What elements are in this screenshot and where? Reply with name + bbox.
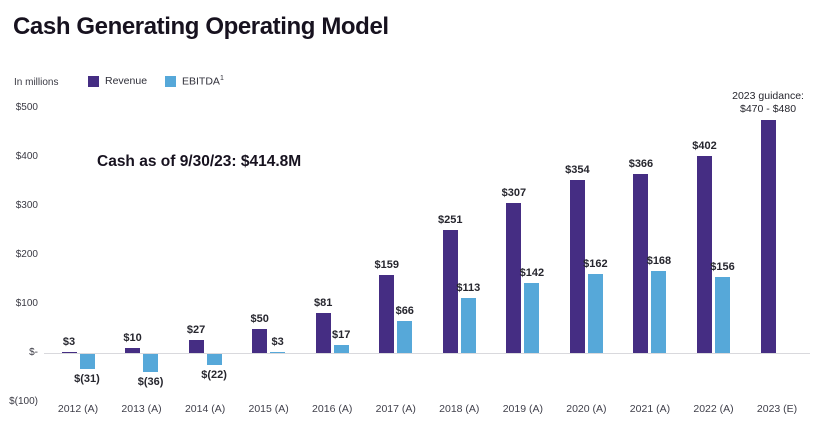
bar-value-label: $251 [438, 214, 463, 226]
ebitda-bar [715, 276, 730, 353]
x-axis-label: 2013 (A) [121, 403, 162, 415]
revenue-bar [760, 120, 776, 353]
ebitda-footnote-marker: 1 [219, 75, 224, 82]
y-tick-label: $- [29, 347, 38, 358]
x-axis-label: 2023 (E) [756, 403, 798, 415]
x-axis-label: 2016 (A) [312, 403, 353, 415]
ebitda-bar [397, 320, 413, 353]
bar-value-label: $66 [395, 304, 414, 317]
ebitda-bar [143, 354, 159, 372]
revenue-bar [315, 313, 331, 353]
bar-value-label: $354 [565, 163, 590, 176]
bar-value-label: $81 [314, 297, 333, 310]
bar-value-label: $27 [186, 323, 206, 336]
y-tick-label: $400 [15, 151, 38, 162]
bar-value-label: $3 [271, 335, 284, 348]
bar-value-label: $(22) [201, 368, 227, 381]
revenue-bar [379, 275, 395, 353]
x-axis-label: 2014 (A) [184, 403, 226, 415]
ebitda-bar [270, 351, 286, 354]
x-axis-label: 2012 (A) [57, 403, 99, 415]
bar-value-label: $(31) [74, 373, 100, 386]
legend-label-ebitda: EBITDA1 [182, 75, 224, 88]
bar-value-label: $17 [332, 328, 351, 341]
cash-annotation: Cash as of 9/30/23: $414.8M [97, 153, 302, 170]
ebitda-bar [524, 283, 540, 353]
revenue-bar [569, 179, 585, 353]
bar-value-label: $3 [62, 335, 76, 348]
x-axis-label: 2019 (A) [502, 403, 543, 415]
x-axis-label: 2017 (A) [375, 403, 416, 415]
revenue-swatch-icon [88, 75, 99, 87]
ebitda-bar [587, 273, 603, 353]
legend-label-revenue: Revenue [105, 75, 148, 87]
y-tick-label: $300 [15, 200, 38, 211]
bar-value-label: $156 [710, 260, 735, 273]
revenue-bar [125, 348, 141, 353]
bar-value-label: $366 [628, 157, 654, 170]
y-tick-label: $100 [15, 298, 38, 309]
revenue-bar [697, 156, 712, 353]
bar-value-label: $(36) [137, 375, 164, 388]
x-axis-label: 2020 (A) [566, 403, 607, 415]
bar-value-label: $162 [583, 257, 608, 270]
revenue-bar [61, 351, 77, 354]
ebitda-bar [79, 354, 95, 370]
ebitda-bar [333, 344, 349, 353]
page-title: Cash Generating Operating Model [13, 13, 389, 40]
revenue-bar [506, 202, 522, 353]
bar-value-label: $10 [123, 332, 142, 345]
ebitda-bar [206, 354, 222, 365]
ebitda-swatch-icon [165, 75, 176, 87]
revenue-bar [442, 230, 458, 353]
zero-axis-line [44, 353, 810, 354]
ebitda-bar [651, 270, 667, 353]
x-axis-label: 2022 (A) [693, 403, 734, 415]
guidance-line1: 2023 guidance: [732, 90, 804, 103]
bar-value-label: $402 [692, 140, 717, 153]
legend-item-ebitda: EBITDA1 [165, 75, 224, 88]
revenue-bar [252, 328, 268, 353]
y-tick-label: $(100) [9, 396, 38, 407]
bar-value-label: $307 [501, 186, 527, 199]
y-tick-label: $500 [15, 102, 38, 113]
x-axis-label: 2018 (A) [439, 403, 480, 415]
guidance-line2: $470 - $480 [740, 103, 797, 116]
bar-value-label: $142 [519, 267, 545, 280]
bar-value-label: $168 [646, 254, 672, 267]
x-axis-label: 2015 (A) [248, 403, 289, 415]
y-tick-label: $200 [15, 249, 38, 260]
legend-item-revenue: Revenue [88, 75, 147, 87]
bar-value-label: $159 [374, 259, 399, 272]
bar-value-label: $50 [250, 312, 269, 325]
ebitda-bar [460, 297, 476, 353]
bar-value-label: $113 [456, 281, 481, 294]
x-axis-label: 2021 (A) [629, 403, 671, 415]
units-label: In millions [14, 77, 59, 88]
revenue-bar [188, 339, 204, 353]
guidance-note: 2023 guidance: $470 - $480 [732, 90, 804, 116]
revenue-bar [633, 173, 649, 353]
